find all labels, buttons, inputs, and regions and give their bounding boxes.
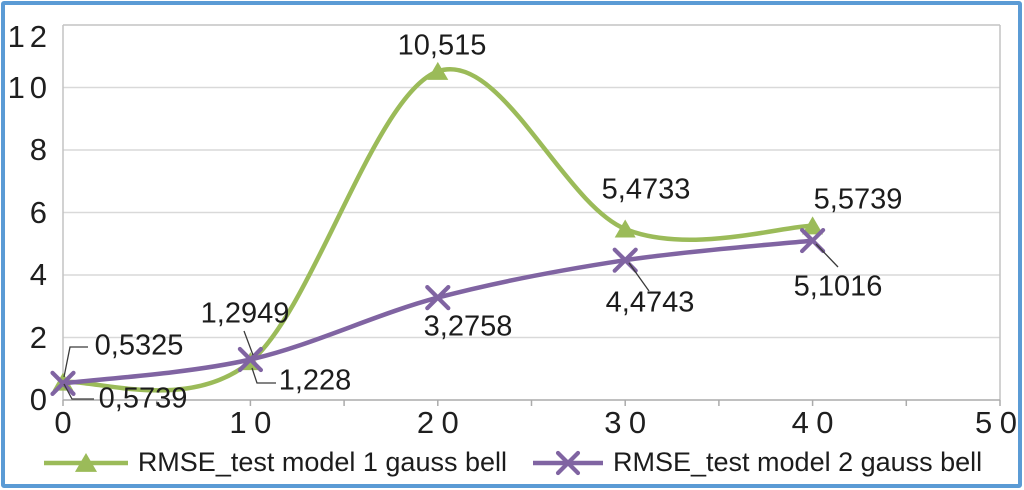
data-label-model1: 0,5739 — [98, 382, 188, 415]
y-axis-tick-label: 12 — [7, 19, 52, 54]
marker-triangle-icon — [427, 61, 449, 80]
legend-item-model2: RMSE_test model 2 gauss bell — [531, 447, 982, 478]
data-label-model2: 1,2949 — [200, 297, 290, 330]
x-axis-tick-label: 20 — [416, 405, 467, 440]
marker-triangle-icon — [802, 216, 824, 235]
marker-x-icon — [50, 370, 76, 396]
x-axis-tick-label: 10 — [229, 405, 279, 440]
marker-x-icon — [425, 285, 451, 311]
data-label-leader-line — [243, 330, 254, 356]
legend-label-model1: RMSE_test model 1 gauss bell — [137, 447, 507, 477]
data-label-model1: 5,5739 — [813, 183, 903, 216]
data-label-leader-line — [63, 383, 94, 400]
data-label-model1: 1,228 — [278, 364, 352, 397]
y-axis-tick-label: 10 — [7, 69, 52, 105]
chart-legend: RMSE_test model 1 gauss bell RMSE_test m… — [0, 447, 1024, 478]
marker-triangle-icon — [74, 452, 97, 472]
marker-triangle-icon — [614, 219, 636, 238]
y-axis-tick-label: 8 — [29, 132, 52, 167]
legend-swatch-triangle-icon — [43, 452, 128, 472]
marker-x-icon — [237, 346, 263, 373]
data-label-leader-line — [251, 367, 276, 384]
data-label-model2: 3,2758 — [423, 310, 513, 343]
data-label-leader-line — [628, 262, 650, 292]
y-axis-tick-label: 4 — [29, 257, 52, 292]
legend-item-model1: RMSE_test model 1 gauss bell — [42, 447, 507, 478]
data-label-model2: 0,5325 — [94, 329, 184, 362]
x-axis-tick-label: 40 — [791, 405, 841, 440]
y-axis-tick-label: 0 — [29, 382, 52, 417]
x-axis-tick-label: 30 — [604, 405, 654, 440]
data-label-model1: 5,4733 — [601, 173, 691, 206]
x-axis-tick-label: 50 — [975, 405, 1024, 440]
data-label-leader-line — [815, 243, 839, 268]
series-line-model2 — [50, 227, 826, 396]
marker-x-icon — [555, 450, 581, 475]
y-axis-tick-label: 2 — [29, 319, 52, 355]
data-label-model2: 5,1016 — [793, 270, 883, 303]
data-label-model2: 4,4743 — [605, 286, 695, 319]
legend-swatch-x-icon — [533, 450, 603, 475]
y-axis-tick-label: 6 — [29, 194, 52, 230]
data-label-model1: 10,515 — [397, 29, 487, 62]
x-axis-tick-label: 0 — [54, 405, 80, 440]
data-label-leader-line — [63, 346, 88, 378]
legend-label-model2: RMSE_test model 2 gauss bell — [613, 447, 983, 477]
